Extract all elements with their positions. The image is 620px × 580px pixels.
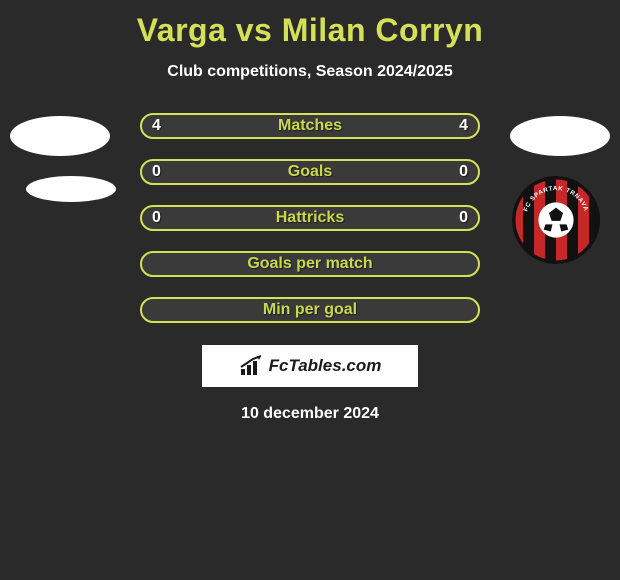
club-crest-right: FC SPARTAK TRNAVA xyxy=(512,176,600,264)
date-text: 10 december 2024 xyxy=(0,405,620,423)
attribution-text: FcTables.com xyxy=(269,356,382,376)
player-photo-right-placeholder xyxy=(510,116,610,156)
player-photo-left-placeholder xyxy=(10,116,110,156)
stat-row-matches: 4 Matches 4 xyxy=(140,113,480,139)
stat-label: Goals xyxy=(288,163,332,181)
stat-row-min-per-goal: Min per goal xyxy=(140,297,480,323)
page-title: Varga vs Milan Corryn xyxy=(0,0,620,49)
chart-icon xyxy=(239,355,265,377)
stat-left: 4 xyxy=(152,117,161,135)
stat-right: 4 xyxy=(459,117,468,135)
stat-row-goals: 0 Goals 0 xyxy=(140,159,480,185)
stat-right: 0 xyxy=(459,209,468,227)
stat-label: Goals per match xyxy=(247,255,372,273)
stat-label: Hattricks xyxy=(276,209,344,227)
club-logo-left-placeholder xyxy=(26,176,116,202)
stat-left: 0 xyxy=(152,209,161,227)
stat-row-hattricks: 0 Hattricks 0 xyxy=(140,205,480,231)
stat-right: 0 xyxy=(459,163,468,181)
stat-label: Min per goal xyxy=(263,301,357,319)
stat-label: Matches xyxy=(278,117,342,135)
stat-left: 0 xyxy=(152,163,161,181)
subtitle: Club competitions, Season 2024/2025 xyxy=(0,63,620,81)
attribution-box: FcTables.com xyxy=(202,345,418,387)
stat-row-goals-per-match: Goals per match xyxy=(140,251,480,277)
